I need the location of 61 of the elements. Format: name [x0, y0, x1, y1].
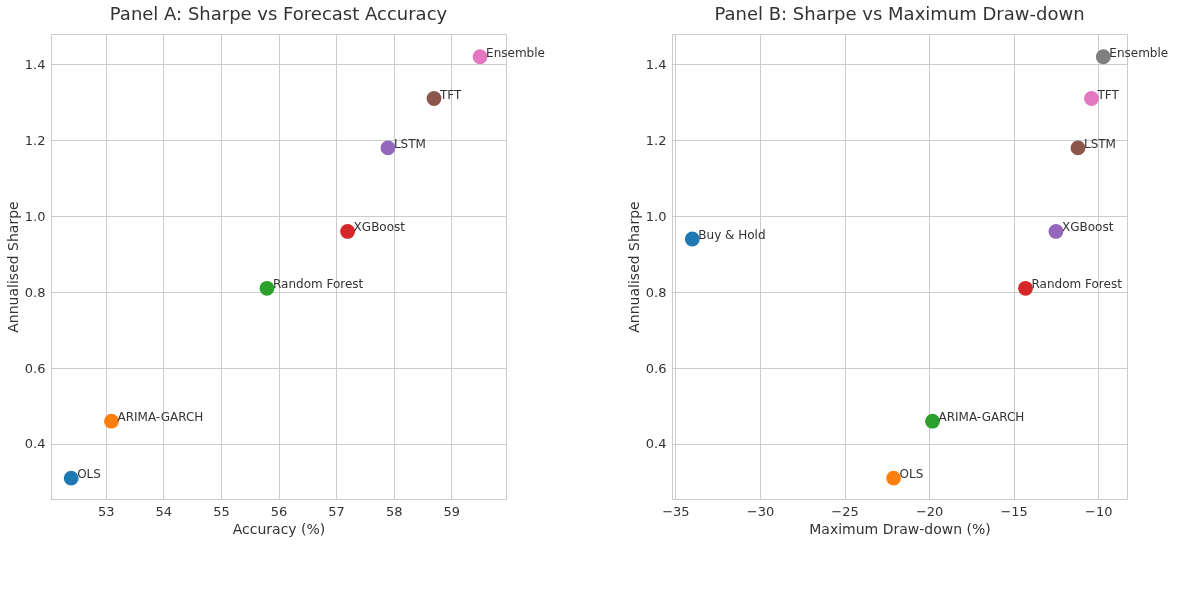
y-axis-title: Annualised Sharpe: [4, 201, 21, 333]
point: [1018, 280, 1033, 296]
x-tick-label: 57: [328, 503, 345, 519]
point: [1048, 223, 1064, 239]
series-label: Random Forest: [1031, 277, 1123, 292]
x-tick-label: 55: [213, 503, 230, 519]
point: [1084, 91, 1099, 106]
series-label: XGBoost: [353, 220, 406, 235]
point: [380, 140, 396, 156]
series-label: TFT: [439, 87, 463, 102]
point: [1070, 140, 1086, 156]
point: [1095, 49, 1111, 65]
x-axis-title: Accuracy (%): [232, 520, 326, 537]
point: [684, 231, 700, 247]
y-tick-label: 0.8: [645, 284, 667, 300]
series-label: LSTM: [393, 136, 426, 151]
y-tick-label: 0.4: [645, 436, 667, 452]
series-label: XGBoost: [1061, 220, 1114, 235]
y-tick-label: 1.0: [645, 208, 667, 224]
series-label: LSTM: [1083, 136, 1116, 151]
point: [426, 91, 442, 106]
series-label: Random Forest: [272, 277, 364, 292]
y-tick-label: 1.4: [24, 56, 46, 72]
series-label: TFT: [1096, 87, 1120, 102]
x-tick-label: −30: [746, 503, 775, 519]
point: [925, 413, 940, 429]
point: [886, 470, 901, 486]
y-tick-label: 1.2: [24, 132, 46, 148]
x-tick-label: 54: [155, 503, 173, 519]
y-tick-label: 1.0: [24, 208, 46, 224]
series-label: Ensemble: [486, 45, 545, 60]
x-tick-label: −15: [1000, 503, 1028, 519]
chart-title: Panel B: Sharpe vs Maximum Draw-down: [714, 3, 1085, 24]
y-tick-label: 0.4: [24, 436, 46, 452]
y-tick-label: 1.2: [645, 132, 667, 148]
x-tick-label: −25: [831, 503, 859, 519]
series-label: Buy & Hold: [698, 227, 766, 242]
series-label: OLS: [899, 467, 924, 482]
point: [63, 470, 79, 486]
y-tick-label: 1.4: [645, 56, 667, 72]
x-tick-label: 59: [443, 503, 461, 519]
x-axis-title: Maximum Draw-down (%): [809, 520, 991, 537]
y-tick-label: 0.8: [24, 284, 46, 300]
series-label: OLS: [77, 467, 101, 482]
point: [104, 413, 119, 429]
point: [472, 49, 488, 65]
x-tick-label: −35: [662, 503, 690, 519]
x-tick-label: 56: [270, 503, 288, 519]
series-label: ARIMA-GARCH: [117, 410, 204, 425]
y-tick-label: 0.6: [24, 360, 46, 376]
y-axis-title: Annualised Sharpe: [625, 201, 642, 333]
chart-title: Panel A: Sharpe vs Forecast Accuracy: [109, 3, 448, 24]
x-tick-label: 53: [97, 503, 115, 519]
x-tick-label: 58: [385, 503, 403, 519]
point: [340, 223, 356, 239]
y-tick-label: 0.6: [645, 360, 667, 376]
series-label: ARIMA-GARCH: [938, 410, 1025, 425]
x-tick-label: −10: [1085, 503, 1113, 519]
x-tick-label: −20: [915, 503, 944, 519]
point: [259, 280, 275, 296]
series-label: Ensemble: [1109, 45, 1169, 60]
